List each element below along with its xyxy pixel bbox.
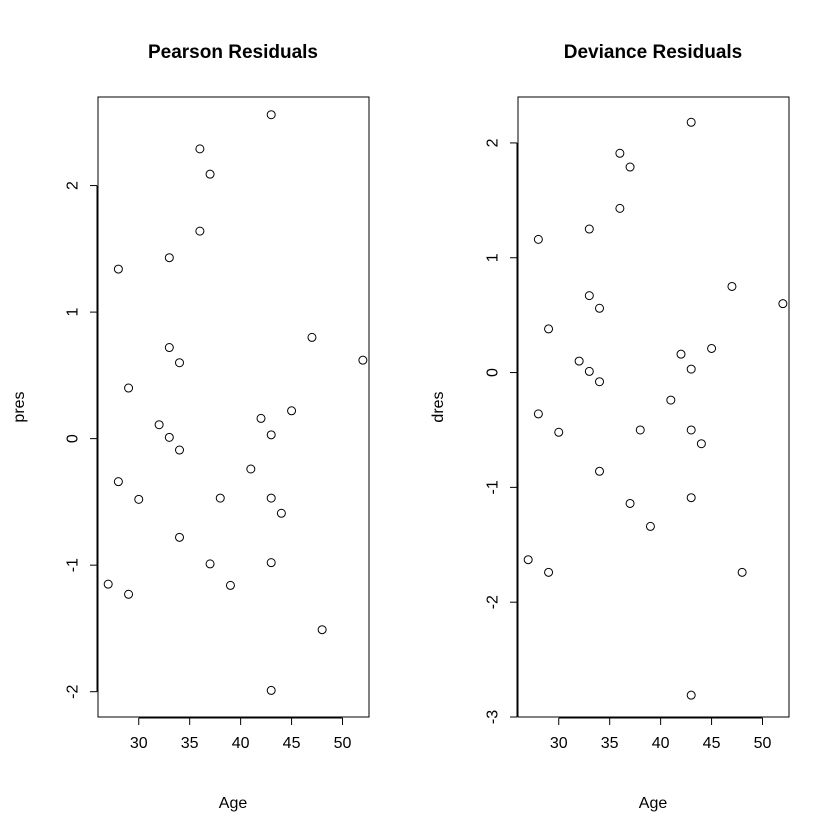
data-point (246, 464, 256, 474)
x-tick-label: 30 (550, 735, 568, 752)
data-point (676, 349, 686, 359)
x-tick-label: 40 (232, 735, 250, 752)
data-point (266, 493, 276, 503)
data-point (113, 264, 123, 274)
data-point (113, 477, 123, 487)
y-axis-title: pres (11, 391, 28, 422)
data-point (666, 395, 676, 405)
data-point (124, 589, 134, 599)
x-tick-label: 35 (181, 735, 199, 752)
data-point (686, 425, 696, 435)
data-point (645, 521, 655, 531)
data-point (205, 559, 215, 569)
x-axis-title: Age (219, 795, 248, 812)
y-tick-label: -1 (485, 480, 502, 494)
x-tick-label: 45 (283, 735, 301, 752)
data-point (635, 425, 645, 435)
data-point (266, 685, 276, 695)
x-axis-title: Age (639, 795, 668, 812)
data-point (727, 281, 737, 291)
pearson-residuals-panel: Pearson Residuals Age pres 30 35 40 45 50 -2 -… (11, 42, 370, 812)
data-point (195, 144, 205, 154)
data-point (287, 406, 297, 416)
data-point (533, 409, 543, 419)
data-point (554, 427, 564, 437)
data-point (737, 567, 747, 577)
y-tick-label: -2 (485, 595, 502, 609)
y-tick-label: 1 (65, 308, 82, 317)
data-point (266, 110, 276, 120)
data-point (707, 343, 717, 353)
data-point (358, 355, 368, 365)
data-point (103, 579, 113, 589)
x-tick-label: 50 (334, 735, 352, 752)
data-point (696, 439, 706, 449)
data-point (625, 162, 635, 172)
data-point (175, 532, 185, 542)
data-point (625, 498, 635, 508)
data-point (266, 558, 276, 568)
data-point (544, 324, 554, 334)
y-tick-label: 0 (485, 368, 502, 377)
data-point (584, 291, 594, 301)
data-point (266, 430, 276, 440)
x-tick-label: 30 (130, 735, 148, 752)
deviance-residuals-panel: Deviance Residuals Age dres 30 35 40 45 50 -3… (430, 42, 790, 812)
data-point (164, 343, 174, 353)
data-point (256, 413, 266, 423)
data-point (686, 364, 696, 374)
data-point (595, 377, 605, 387)
data-point (686, 493, 696, 503)
data-point (686, 117, 696, 127)
data-point (134, 494, 144, 504)
data-point (205, 169, 215, 179)
y-axis-title: dres (430, 391, 447, 422)
data-point (307, 332, 317, 342)
x-tick-label: 50 (754, 735, 772, 752)
data-point (164, 432, 174, 442)
data-point (175, 445, 185, 455)
data-point (124, 383, 134, 393)
data-point (154, 420, 164, 430)
data-point (615, 148, 625, 158)
data-point (574, 356, 584, 366)
x-tick-label: 45 (703, 735, 721, 752)
y-tick-label: 2 (485, 138, 502, 147)
x-tick-label: 40 (652, 735, 670, 752)
chart-title: Deviance Residuals (564, 42, 742, 63)
plot-frame (97, 96, 370, 718)
data-point (686, 690, 696, 700)
y-tick-label: -3 (485, 710, 502, 724)
y-tick-label: -2 (65, 684, 82, 698)
plot-frame (517, 96, 790, 718)
data-point (225, 580, 235, 590)
chart-title: Pearson Residuals (148, 42, 318, 63)
data-point (533, 234, 543, 244)
data-point (215, 493, 225, 503)
data-point (544, 567, 554, 577)
data-point (317, 625, 327, 635)
data-point (523, 555, 533, 565)
x-tick-label: 35 (601, 735, 619, 752)
data-point (276, 508, 286, 518)
y-tick-label: 0 (65, 434, 82, 443)
data-point (595, 303, 605, 313)
y-tick-label: 1 (485, 253, 502, 262)
data-point (615, 203, 625, 213)
y-tick-label: 2 (65, 181, 82, 190)
y-tick-label: -1 (65, 558, 82, 572)
data-point (584, 366, 594, 376)
data-point (175, 358, 185, 368)
data-point (778, 299, 788, 309)
data-point (195, 226, 205, 236)
data-point (595, 466, 605, 476)
data-point (164, 253, 174, 263)
data-point (584, 224, 594, 234)
